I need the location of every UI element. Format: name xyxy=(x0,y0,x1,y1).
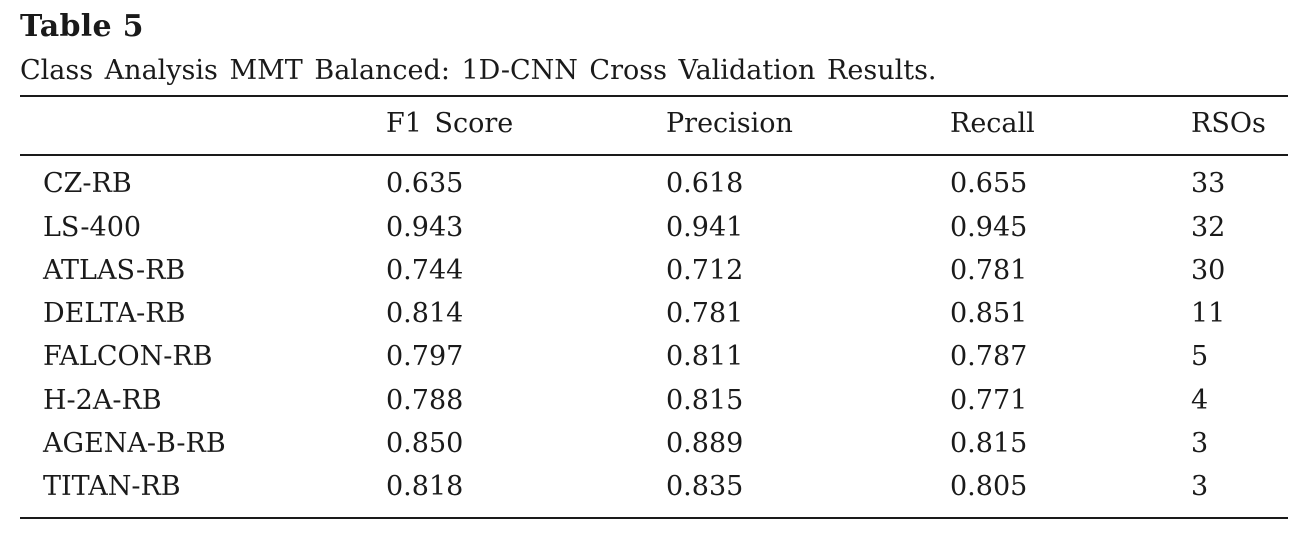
table-row: H-2A-RB 0.788 0.815 0.771 4 xyxy=(0,383,1298,419)
class-name-cell: AGENA-B-RB xyxy=(43,428,226,459)
header-cell-precision: Precision xyxy=(666,108,793,139)
table-row: FALCON-RB 0.797 0.811 0.787 5 xyxy=(0,339,1298,375)
class-name-cell: H-2A-RB xyxy=(43,385,162,416)
table-row: TITAN-RB 0.818 0.835 0.805 3 xyxy=(0,469,1298,505)
f1-score-cell: 0.797 xyxy=(386,341,464,372)
precision-cell: 0.889 xyxy=(666,428,744,459)
precision-cell: 0.781 xyxy=(666,298,744,329)
class-name-cell: ATLAS-RB xyxy=(43,255,186,286)
f1-score-cell: 0.635 xyxy=(386,168,464,199)
table-label: Table 5 xyxy=(20,9,144,44)
rsos-cell: 3 xyxy=(1191,471,1209,502)
table-caption: Class Analysis MMT Balanced: 1D-CNN Cros… xyxy=(20,55,937,86)
rsos-cell: 4 xyxy=(1191,385,1209,416)
class-name-cell: DELTA-RB xyxy=(43,298,186,329)
f1-score-cell: 0.850 xyxy=(386,428,464,459)
bottom-rule xyxy=(20,517,1288,519)
class-name-cell: LS-400 xyxy=(43,212,142,243)
precision-cell: 0.941 xyxy=(666,212,744,243)
precision-cell: 0.835 xyxy=(666,471,744,502)
rsos-cell: 5 xyxy=(1191,341,1209,372)
f1-score-cell: 0.814 xyxy=(386,298,464,329)
header-cell-f1-score: F1 Score xyxy=(386,108,514,139)
recall-cell: 0.815 xyxy=(950,428,1028,459)
recall-cell: 0.787 xyxy=(950,341,1028,372)
rsos-cell: 30 xyxy=(1191,255,1226,286)
precision-cell: 0.811 xyxy=(666,341,744,372)
precision-cell: 0.815 xyxy=(666,385,744,416)
recall-cell: 0.851 xyxy=(950,298,1028,329)
recall-cell: 0.781 xyxy=(950,255,1028,286)
class-name-cell: CZ-RB xyxy=(43,168,132,199)
recall-cell: 0.945 xyxy=(950,212,1028,243)
rsos-cell: 33 xyxy=(1191,168,1226,199)
rsos-cell: 3 xyxy=(1191,428,1209,459)
class-name-cell: FALCON-RB xyxy=(43,341,213,372)
precision-cell: 0.712 xyxy=(666,255,744,286)
header-rule xyxy=(20,154,1288,156)
f1-score-cell: 0.744 xyxy=(386,255,464,286)
f1-score-cell: 0.788 xyxy=(386,385,464,416)
table-row: DELTA-RB 0.814 0.781 0.851 11 xyxy=(0,296,1298,332)
f1-score-cell: 0.818 xyxy=(386,471,464,502)
table-row: CZ-RB 0.635 0.618 0.655 33 xyxy=(0,166,1298,202)
recall-cell: 0.805 xyxy=(950,471,1028,502)
table-row: AGENA-B-RB 0.850 0.889 0.815 3 xyxy=(0,426,1298,462)
class-name-cell: TITAN-RB xyxy=(43,471,181,502)
top-rule xyxy=(20,95,1288,97)
table-row: LS-400 0.943 0.941 0.945 32 xyxy=(0,210,1298,246)
f1-score-cell: 0.943 xyxy=(386,212,464,243)
recall-cell: 0.771 xyxy=(950,385,1028,416)
header-cell-rsos: RSOs xyxy=(1191,108,1266,139)
header-cell-recall: Recall xyxy=(950,108,1035,139)
recall-cell: 0.655 xyxy=(950,168,1028,199)
rsos-cell: 32 xyxy=(1191,212,1226,243)
rsos-cell: 11 xyxy=(1191,298,1226,329)
precision-cell: 0.618 xyxy=(666,168,744,199)
table-row: ATLAS-RB 0.744 0.712 0.781 30 xyxy=(0,253,1298,289)
